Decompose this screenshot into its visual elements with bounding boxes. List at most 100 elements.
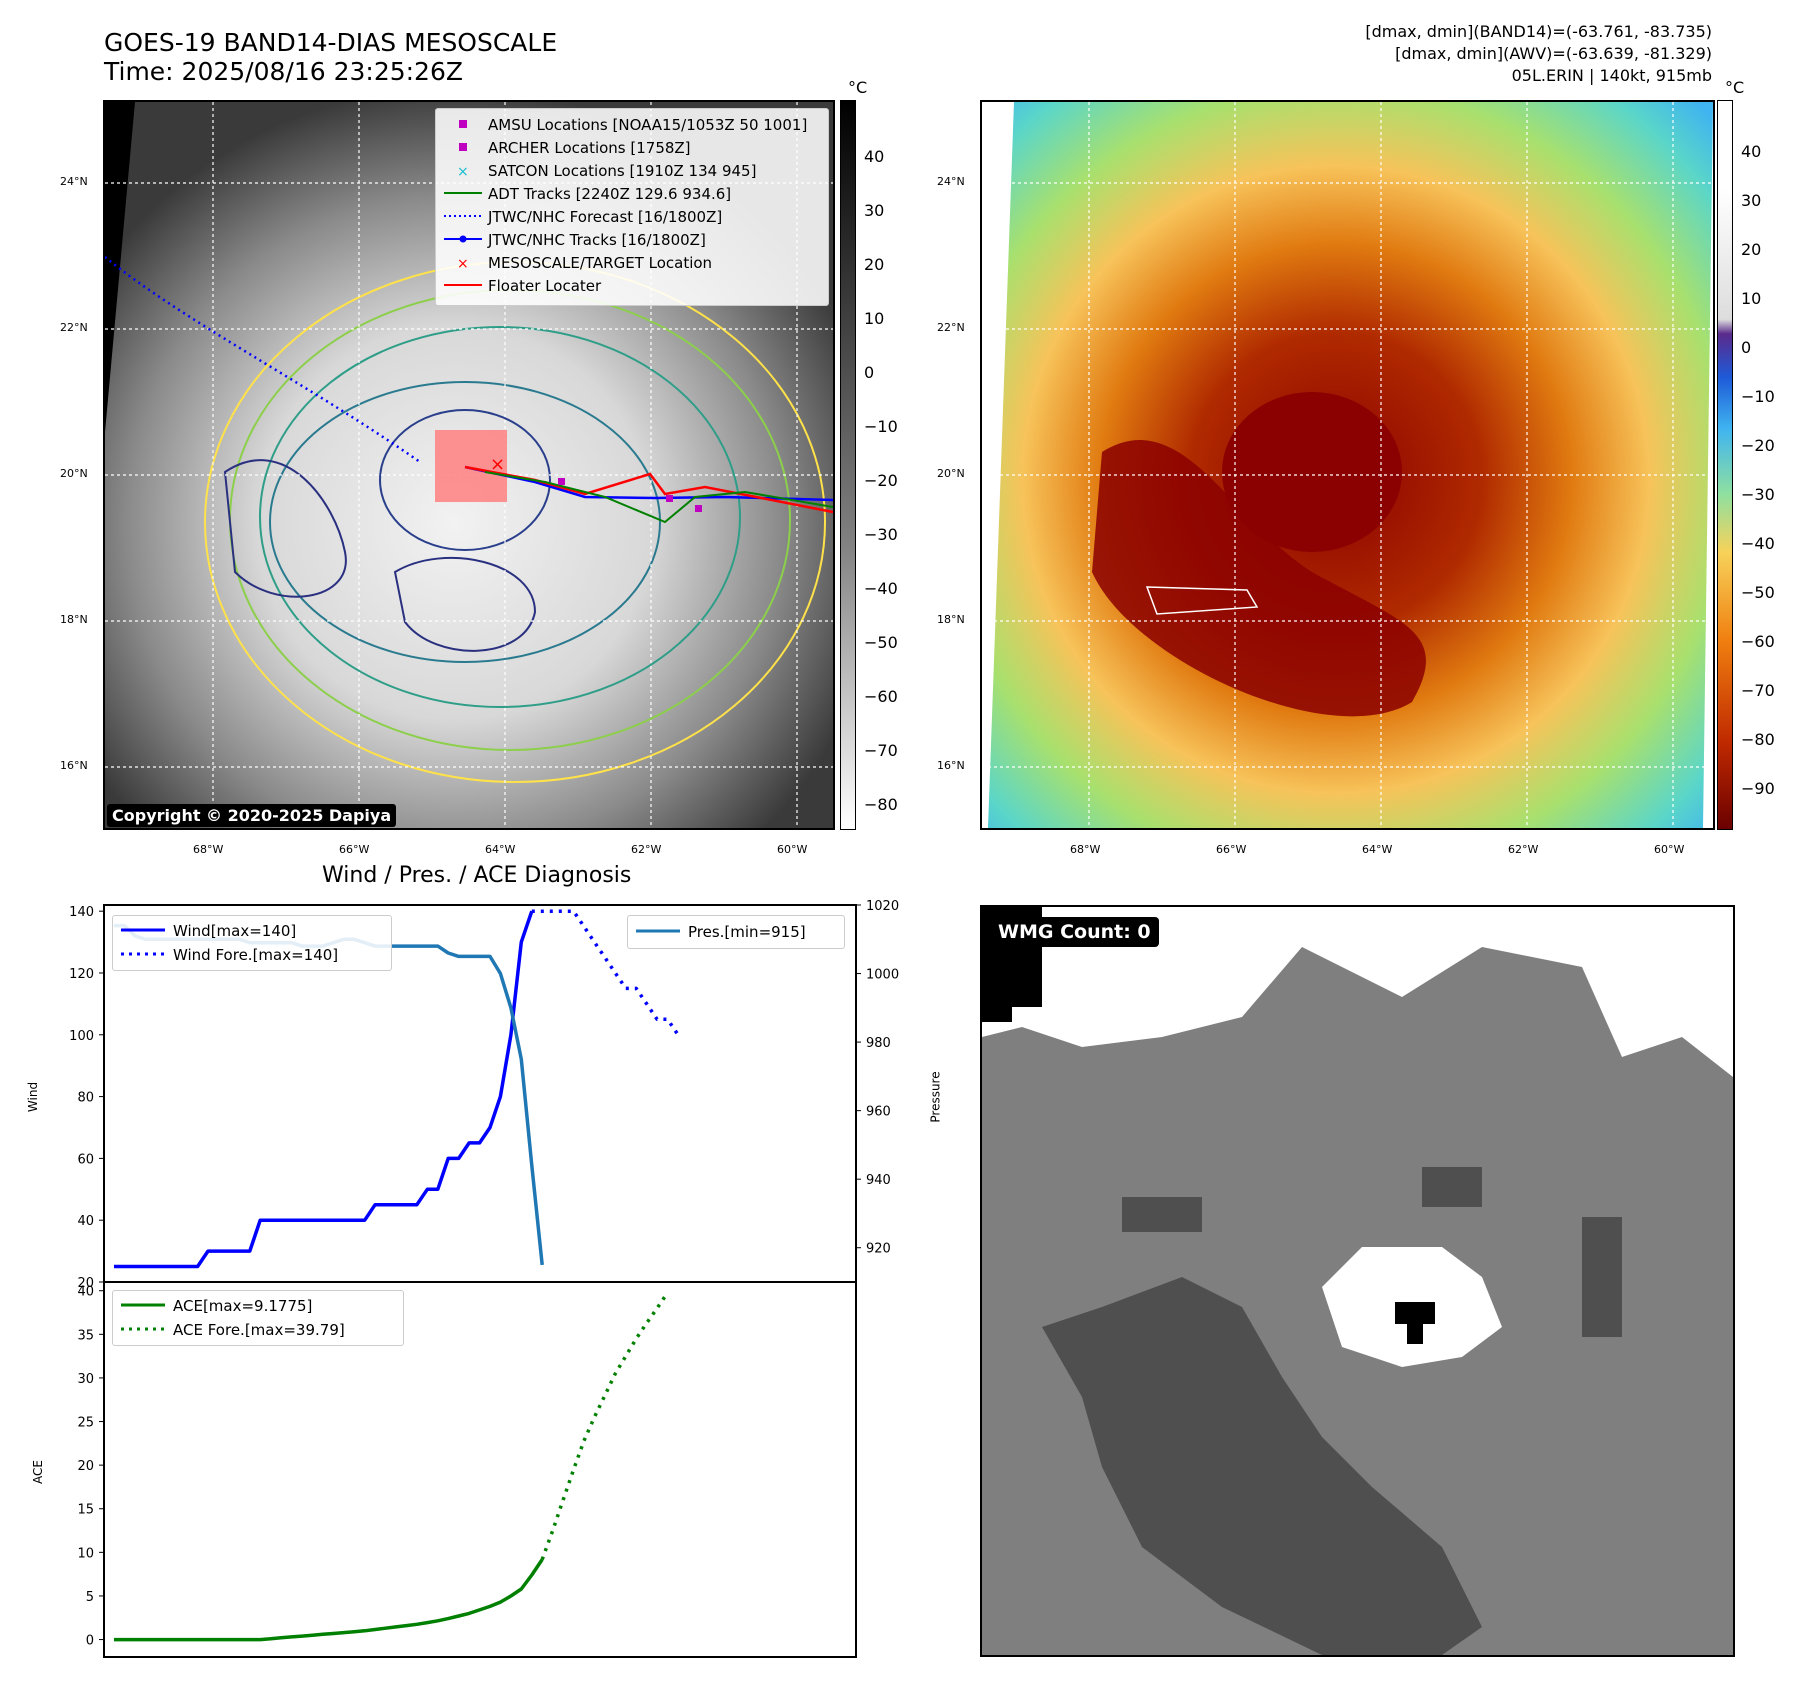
legend-item-adt: ADT Tracks [2240Z 129.6 934.6] (444, 185, 732, 203)
ir-colorbar-tick-label: −40 (864, 579, 898, 598)
ir-lon-label: 60°W (777, 843, 808, 856)
ace-legend: ACE[max=9.1775] ACE Fore.[max=39.79] (112, 1290, 404, 1346)
ace-axis-label: ACE (30, 1460, 45, 1484)
svg-text:×: × (457, 164, 469, 178)
wind-axis-tick-label: 40 (77, 1214, 94, 1229)
color-colorbar-tick-label: 20 (1741, 240, 1762, 259)
ir-colorbar-tick-label: −60 (864, 687, 898, 706)
legend-item-ace-forecast: ACE Fore.[max=39.79] (121, 1321, 345, 1339)
ir-colorbar-tick-label: 30 (864, 201, 885, 220)
legend-item-forecast: JTWC/NHC Forecast [16/1800Z] (444, 208, 723, 226)
color-lon-label: 62°W (1508, 843, 1539, 856)
ir-legend: AMSU Locations [NOAA15/1053Z 50 1001] AR… (435, 108, 829, 306)
legend-item-floater: Floater Locater (444, 277, 602, 295)
color-map-panel[interactable] (980, 100, 1715, 830)
ir-lat-label: 18°N (60, 613, 88, 626)
color-colorbar-tick-label: −50 (1741, 583, 1775, 602)
svg-text:×: × (457, 256, 469, 270)
pressure-axis-tick-label: 980 (866, 1036, 891, 1051)
ir-colorbar-unit: °C (848, 78, 868, 97)
ace-axis-tick-label: 20 (77, 1459, 94, 1474)
wind-axis-tick-label: 80 (77, 1091, 94, 1106)
ir-colorbar-tick-label: −10 (864, 417, 898, 436)
ir-colorbar (840, 100, 856, 830)
color-colorbar-tick-label: −40 (1741, 534, 1775, 553)
color-lat-label: 24°N (937, 175, 965, 188)
legend-item-archer: ARCHER Locations [1758Z] (436, 136, 828, 158)
legend-item-ace: ACE[max=9.1775] (121, 1297, 313, 1315)
ace-series-line (114, 1558, 544, 1642)
ir-colorbar-tick-label: 0 (864, 363, 875, 382)
color-colorbar-tick-label: 40 (1741, 142, 1762, 161)
wind-axis-tick-label: 140 (69, 905, 94, 920)
legend-item-target: × MESOSCALE/TARGET Location (457, 254, 713, 272)
pressure-axis-tick-label: 960 (866, 1105, 891, 1120)
pressure-series-line (114, 923, 544, 1266)
legend-item-satcon: × SATCON Locations [1910Z 134 945] (457, 162, 757, 180)
color-colorbar-tick-label: −90 (1741, 779, 1775, 798)
svg-text:×: × (490, 454, 505, 475)
ace-axis-tick-label: 40 (77, 1285, 94, 1300)
color-lat-label: 18°N (937, 613, 965, 626)
ir-lon-label: 62°W (631, 843, 662, 856)
ace-axis-tick-label: 25 (77, 1416, 94, 1431)
stats-line-2: [dmax, dmin](AWV)=(-63.639, -81.329) (1395, 44, 1712, 63)
legend-item-tracks: JTWC/NHC Tracks [16/1800Z] (436, 228, 828, 250)
color-lon-label: 68°W (1070, 843, 1101, 856)
ir-colorbar-tick-label: 40 (864, 147, 885, 166)
ir-lat-label: 16°N (60, 759, 88, 772)
ir-lat-label: 20°N (60, 467, 88, 480)
color-lat-label: 16°N (937, 759, 965, 772)
wind-axis-label: Wind (26, 1081, 41, 1113)
wmg-count-badge: WMG Count: 0 (990, 917, 1159, 947)
color-colorbar-unit: °C (1725, 78, 1745, 97)
page-time: Time: 2025/08/16 23:25:26Z (104, 57, 463, 86)
ir-lat-label: 24°N (60, 175, 88, 188)
diagnosis-title: Wind / Pres. / ACE Diagnosis (322, 863, 632, 888)
pressure-axis-label: Pressure (928, 1071, 943, 1123)
stats-line-1: [dmax, dmin](BAND14)=(-63.761, -83.735) (1365, 22, 1712, 41)
ir-map-panel[interactable]: × AMSU Locations [NOAA15/1053Z 50 1001] … (103, 100, 835, 830)
pressure-axis-tick-label: 920 (866, 1242, 891, 1257)
wind-axis-tick-label: 120 (69, 967, 94, 982)
ir-colorbar-tick-label: −50 (864, 633, 898, 652)
ir-colorbar-tick-label: −80 (864, 795, 898, 814)
stats-line-3: 05L.ERIN | 140kt, 915mb (1511, 66, 1712, 85)
ace-axis-tick-label: 30 (77, 1372, 94, 1387)
ace-axis-tick-label: 15 (77, 1503, 94, 1518)
color-imagery (982, 102, 1713, 828)
ir-lat-label: 22°N (60, 321, 88, 334)
color-colorbar-tick-label: −60 (1741, 632, 1775, 651)
legend-item-amsu: AMSU Locations [NOAA15/1053Z 50 1001] (436, 113, 828, 135)
color-lat-label: 20°N (937, 467, 965, 480)
color-colorbar-tick-label: −30 (1741, 485, 1775, 504)
ir-colorbar-tick-label: 20 (864, 255, 885, 274)
legend-item-wind: Wind[max=140] (121, 922, 297, 940)
copyright-badge: Copyright © 2020-2025 Dapiya (107, 804, 397, 827)
ir-lon-label: 68°W (193, 843, 224, 856)
wmg-panel[interactable]: WMG Count: 0 (980, 905, 1735, 1657)
pressure-axis-tick-label: 1020 (866, 899, 899, 914)
color-colorbar-tick-label: −80 (1741, 730, 1775, 749)
pressure-axis-tick-label: 1000 (866, 968, 899, 983)
legend-item-wind-forecast: Wind Fore.[max=140] (121, 946, 339, 964)
color-colorbar-tick-label: −10 (1741, 387, 1775, 406)
page-title: GOES-19 BAND14-DIAS MESOSCALE (104, 28, 558, 57)
legend-item-pressure: Pres.[min=915] (636, 923, 806, 941)
wind-axis-tick-label: 60 (77, 1152, 94, 1167)
pressure-legend: Pres.[min=915] (627, 915, 845, 949)
ace-axis-tick-label: 35 (77, 1328, 94, 1343)
color-lon-label: 60°W (1654, 843, 1685, 856)
wmg-imagery (982, 907, 1733, 1655)
ir-lon-label: 64°W (485, 843, 516, 856)
wind-axis-tick-label: 100 (69, 1029, 94, 1044)
ir-lon-label: 66°W (339, 843, 370, 856)
ace-forecast-series-line (540, 1291, 670, 1561)
color-lon-label: 64°W (1362, 843, 1393, 856)
color-colorbar-tick-label: −20 (1741, 436, 1775, 455)
ir-colorbar-tick-label: −20 (864, 471, 898, 490)
ir-colorbar-tick-label: −30 (864, 525, 898, 544)
color-lat-label: 22°N (937, 321, 965, 334)
wind-legend: Wind[max=140] Wind Fore.[max=140] (112, 915, 392, 971)
ir-colorbar-tick-label: −70 (864, 741, 898, 760)
